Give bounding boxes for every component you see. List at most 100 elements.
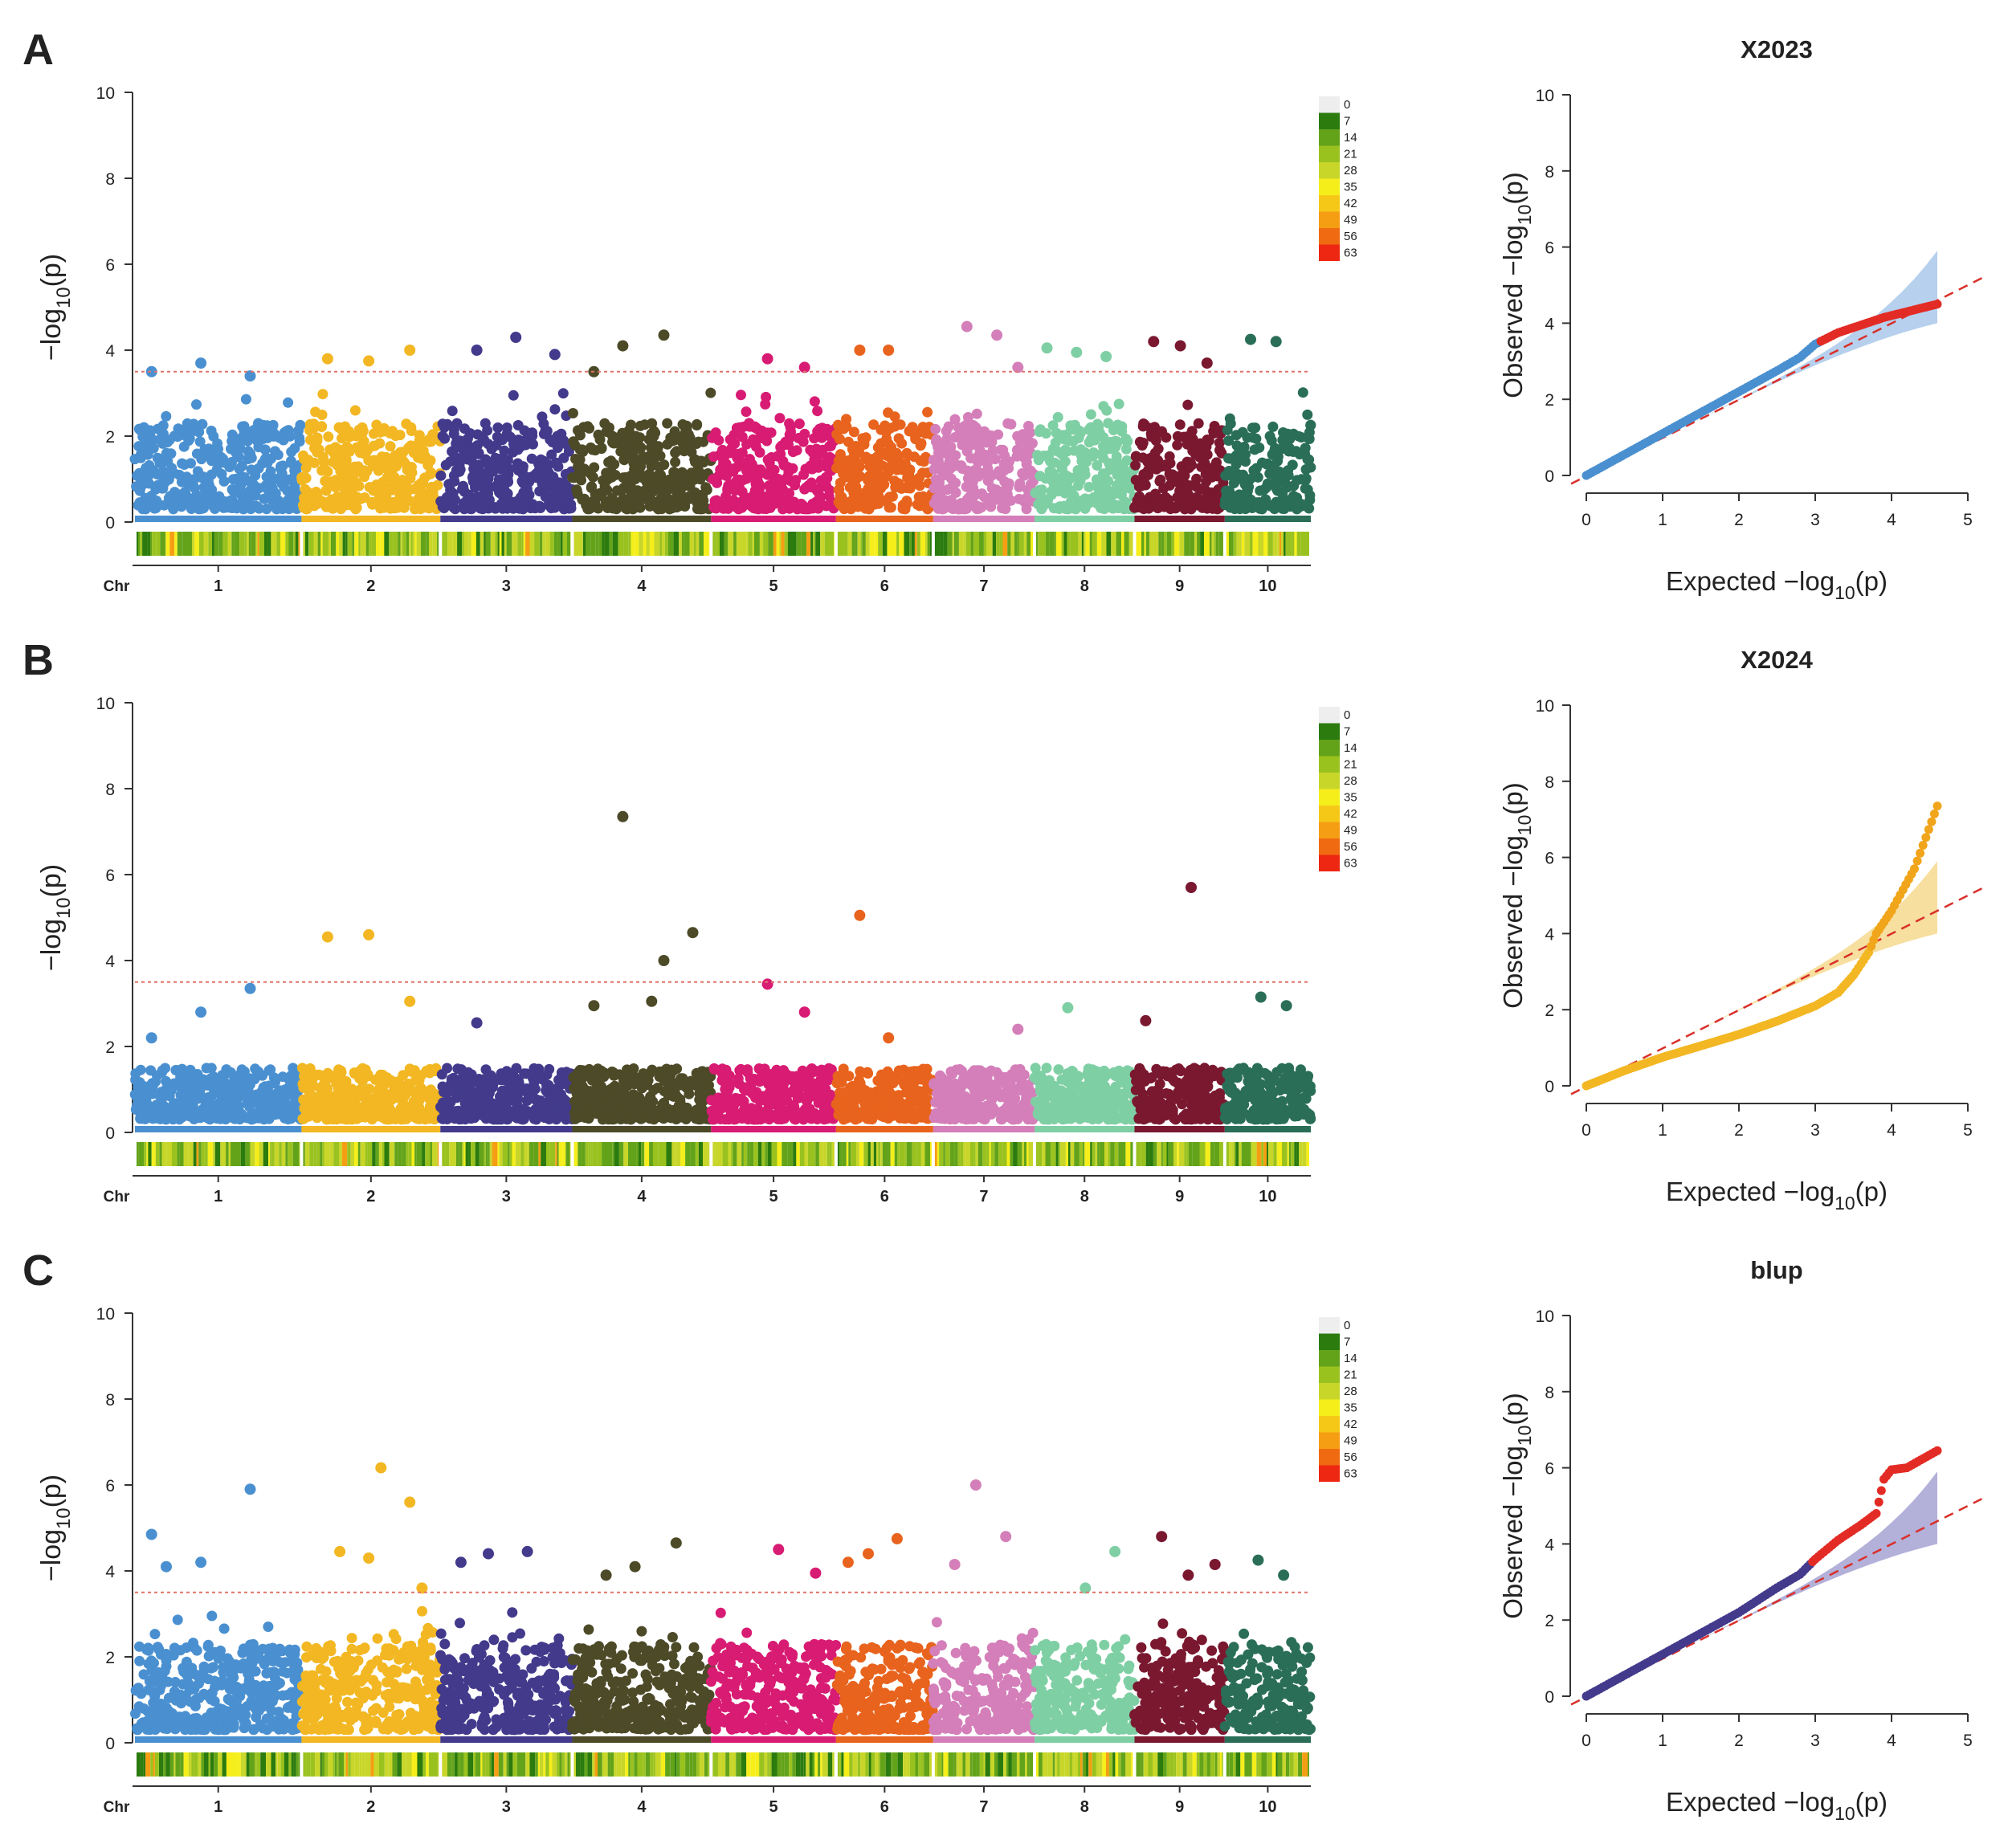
snp-point <box>712 477 723 488</box>
snp-point <box>285 455 296 467</box>
density-cell <box>801 532 807 556</box>
snp-point <box>838 423 849 434</box>
snp-point <box>618 493 629 504</box>
snp-point <box>208 430 219 442</box>
density-cell <box>1267 532 1273 556</box>
y-tick-label: 6 <box>105 867 115 885</box>
density-cell <box>1229 532 1234 556</box>
density-cell <box>313 532 318 556</box>
snp-point <box>485 464 496 475</box>
density-cell <box>463 532 469 556</box>
chr-band <box>301 1125 441 1132</box>
density-cell <box>1106 532 1112 556</box>
density-cell <box>398 532 401 556</box>
density-cell <box>1277 532 1279 556</box>
snp-point <box>1139 419 1150 430</box>
density-cell <box>137 532 138 556</box>
snp-point <box>133 500 144 511</box>
snp-point <box>235 442 245 452</box>
snp-point <box>279 481 290 492</box>
snp-point <box>1224 413 1235 424</box>
snp-point <box>184 1095 195 1106</box>
snp-point <box>920 428 932 439</box>
snp-point <box>928 463 940 475</box>
density-cell <box>602 532 605 556</box>
qq-y-tick-label: 0 <box>1545 467 1554 486</box>
chr-tick-label: 6 <box>880 577 889 595</box>
chr-band <box>1224 515 1311 522</box>
density-cell <box>1121 532 1124 556</box>
density-cell <box>963 532 966 556</box>
density-cell <box>958 532 964 556</box>
snp-point <box>416 453 427 464</box>
snp-point <box>406 440 417 451</box>
snp-point <box>1112 419 1124 430</box>
peak-point <box>658 329 670 341</box>
density-cell <box>992 532 997 556</box>
density-cell <box>217 532 219 556</box>
snp-point <box>637 1108 648 1120</box>
snp-point <box>199 444 210 455</box>
qq-y-tick-label: 10 <box>1536 87 1554 105</box>
peak-point <box>321 353 333 365</box>
density-cell <box>952 532 954 556</box>
snp-point <box>243 1075 254 1086</box>
density-cell <box>264 532 268 556</box>
snp-point <box>254 503 265 514</box>
density-cell <box>389 532 394 556</box>
density-cell <box>1038 532 1042 556</box>
snp-point <box>243 454 254 464</box>
chr-band <box>301 515 441 522</box>
snp-density-strip <box>137 532 1309 556</box>
snp-point <box>851 499 863 510</box>
density-cell <box>1018 532 1024 556</box>
density-cell <box>851 532 855 556</box>
snp-point <box>441 492 452 503</box>
density-cell <box>194 532 199 556</box>
snp-point <box>1047 420 1059 431</box>
density-cell <box>679 532 682 556</box>
density-cell <box>497 532 500 556</box>
snp-point <box>179 487 190 498</box>
snp-point <box>736 501 747 512</box>
density-cell <box>549 532 554 556</box>
snp-point <box>1280 430 1292 442</box>
density-cell <box>595 532 599 556</box>
snp-point <box>173 1080 185 1091</box>
snp-point <box>1050 437 1061 448</box>
density-cell <box>276 532 280 556</box>
snp-point <box>500 1113 512 1124</box>
snp-point <box>1185 494 1196 505</box>
peak-point <box>854 345 866 356</box>
density-cell <box>1031 532 1034 556</box>
density-cell <box>1184 532 1190 556</box>
density-cell <box>468 532 471 556</box>
density-cell <box>824 532 830 556</box>
snp-point <box>418 502 429 513</box>
density-cell <box>1236 532 1242 556</box>
snp-point <box>275 463 286 474</box>
snp-point <box>889 421 900 432</box>
chr-band <box>135 1125 302 1132</box>
legend-label: 0 <box>1344 98 1350 112</box>
legend-swatch <box>1319 195 1340 212</box>
snp-point <box>136 480 147 492</box>
snp-point <box>415 435 426 447</box>
density-cell <box>339 532 343 556</box>
snp-point <box>299 492 309 504</box>
snp-point <box>617 427 628 439</box>
snp-point <box>350 430 361 442</box>
density-cell <box>934 532 941 556</box>
snp-point <box>681 420 692 431</box>
density-cell <box>1084 532 1086 556</box>
chr-tick-label: 1 <box>214 577 222 595</box>
density-cell <box>239 532 245 556</box>
chr-band <box>572 515 712 522</box>
snp-point <box>1096 479 1108 489</box>
snp-point <box>329 481 341 492</box>
snp-point <box>1059 456 1071 467</box>
snp-point <box>869 499 880 510</box>
snp-point <box>194 426 205 438</box>
snp-point <box>860 432 871 443</box>
